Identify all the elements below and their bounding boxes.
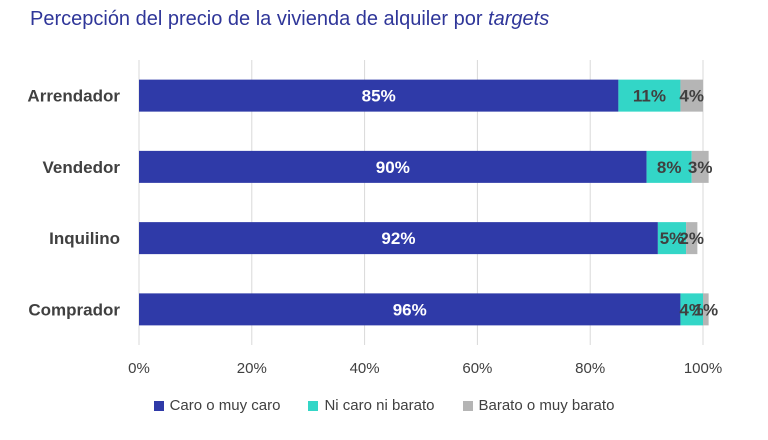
legend-label: Barato o muy barato — [478, 397, 615, 414]
legend-item: Caro o muy caro — [153, 397, 281, 414]
bar-segment — [618, 79, 681, 112]
bar-segment — [686, 222, 698, 255]
legend-item: Ni caro ni barato — [308, 397, 435, 414]
legend-item: Barato o muy barato — [462, 397, 615, 414]
chart-title-italic: targets — [488, 8, 550, 30]
x-tick-label: 40% — [350, 360, 380, 377]
data-label: 92% — [381, 229, 415, 248]
bar-segment — [139, 293, 681, 326]
x-tick-label: 100% — [684, 360, 722, 377]
chart-legend: Caro o muy caro Ni caro ni barato Barato o… — [0, 397, 768, 414]
data-label: 90% — [376, 158, 410, 177]
legend-swatch — [308, 400, 319, 411]
bar-segment — [680, 79, 703, 112]
category-label: Comprador — [28, 300, 120, 319]
data-label: 1% — [694, 300, 719, 319]
bar-segment — [680, 293, 703, 326]
bar-segment — [139, 150, 647, 183]
x-tick-label: 80% — [575, 360, 605, 377]
category-label: Inquilino — [49, 229, 120, 248]
x-tick-label: 20% — [237, 360, 267, 377]
x-tick-label: 60% — [462, 360, 492, 377]
data-label: 85% — [362, 87, 396, 106]
data-label: 4% — [679, 300, 704, 319]
bar-segment — [703, 293, 709, 326]
data-label: 8% — [657, 158, 682, 177]
data-label: 5% — [660, 229, 685, 248]
bar-segment — [657, 222, 687, 255]
bar-segment — [139, 79, 619, 112]
legend-swatch — [462, 400, 473, 411]
data-label: 96% — [393, 300, 427, 319]
category-label: Vendedor — [43, 158, 121, 177]
bar-segment — [646, 150, 692, 183]
x-tick-label: 0% — [128, 360, 150, 377]
bar-segment — [691, 150, 709, 183]
bar-segment — [139, 222, 658, 255]
data-label: 4% — [679, 87, 704, 106]
chart-title-main: Percepción del precio de la vivienda de … — [30, 8, 489, 30]
legend-swatch — [153, 400, 164, 411]
chart-title: Percepción del precio de la vivienda de … — [30, 8, 549, 31]
legend-label: Ni caro ni barato — [324, 397, 435, 414]
data-label: 3% — [688, 158, 713, 177]
data-label: 11% — [633, 87, 666, 106]
category-label: Arrendador — [27, 87, 120, 106]
data-label: 2% — [679, 229, 704, 248]
legend-label: Caro o muy caro — [169, 397, 281, 414]
